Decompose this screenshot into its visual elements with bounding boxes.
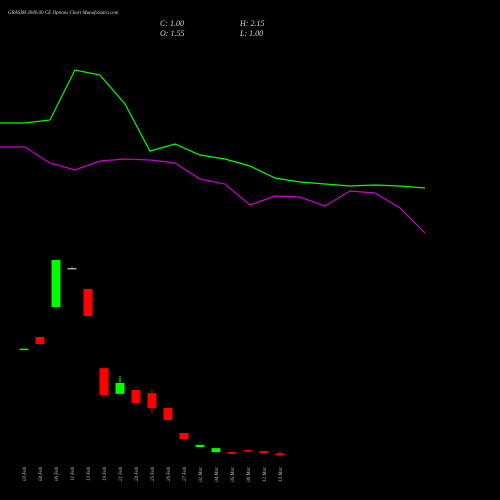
ohlc-label: L: 1.00 bbox=[239, 29, 263, 38]
x-tick-label: 25 Feb bbox=[151, 467, 156, 482]
candle-body bbox=[179, 432, 189, 440]
x-tick-label: 24 Feb bbox=[135, 467, 140, 482]
candle-body bbox=[99, 368, 109, 395]
candle-body bbox=[115, 383, 125, 394]
candle-body bbox=[275, 453, 285, 456]
candle-body bbox=[243, 449, 253, 452]
candle-body bbox=[67, 267, 77, 270]
candle-body bbox=[259, 451, 269, 453]
ohlc-label: C: 1.00 bbox=[160, 19, 184, 28]
x-tick-label: 05 Mar bbox=[231, 467, 236, 482]
x-tick-label: 26 Feb bbox=[167, 467, 172, 482]
x-tick-label: 04 Mar bbox=[215, 467, 220, 482]
x-tick-label: 27 Feb bbox=[183, 467, 188, 482]
x-tick-label: 13 Mar bbox=[279, 467, 284, 482]
x-tick-label: 11 Feb bbox=[71, 467, 76, 481]
ohlc-label: H: 2.15 bbox=[239, 19, 264, 28]
candle-body bbox=[19, 348, 29, 351]
candle-body bbox=[131, 389, 141, 403]
candle-body bbox=[211, 448, 221, 453]
x-tick-label: 06 Mar bbox=[247, 467, 252, 482]
candle-body bbox=[163, 407, 173, 420]
x-tick-label: 03 Feb bbox=[23, 467, 28, 482]
x-tick-label: 21 Feb bbox=[119, 467, 124, 482]
x-tick-label: 06 Feb bbox=[55, 467, 60, 482]
x-tick-label: 02 Mar bbox=[199, 467, 204, 482]
candle-body bbox=[195, 444, 205, 448]
indicator-line bbox=[0, 69, 426, 189]
x-tick-label: 04 Feb bbox=[39, 467, 44, 482]
candle-body bbox=[35, 337, 45, 344]
x-tick-label: 19 Feb bbox=[103, 467, 108, 482]
x-tick-label: 12 Mar bbox=[263, 467, 268, 482]
chart-title: GRASIM 3040.00 CE Options Chart MunafaSu… bbox=[8, 11, 119, 16]
candle-body bbox=[51, 260, 61, 308]
x-tick-label: 13 Feb bbox=[87, 467, 92, 482]
indicator-line bbox=[0, 146, 426, 234]
candle-body bbox=[147, 393, 157, 408]
ohlc-label: O: 1.55 bbox=[160, 29, 184, 38]
candle-body bbox=[227, 452, 237, 454]
candle-body bbox=[83, 288, 93, 317]
